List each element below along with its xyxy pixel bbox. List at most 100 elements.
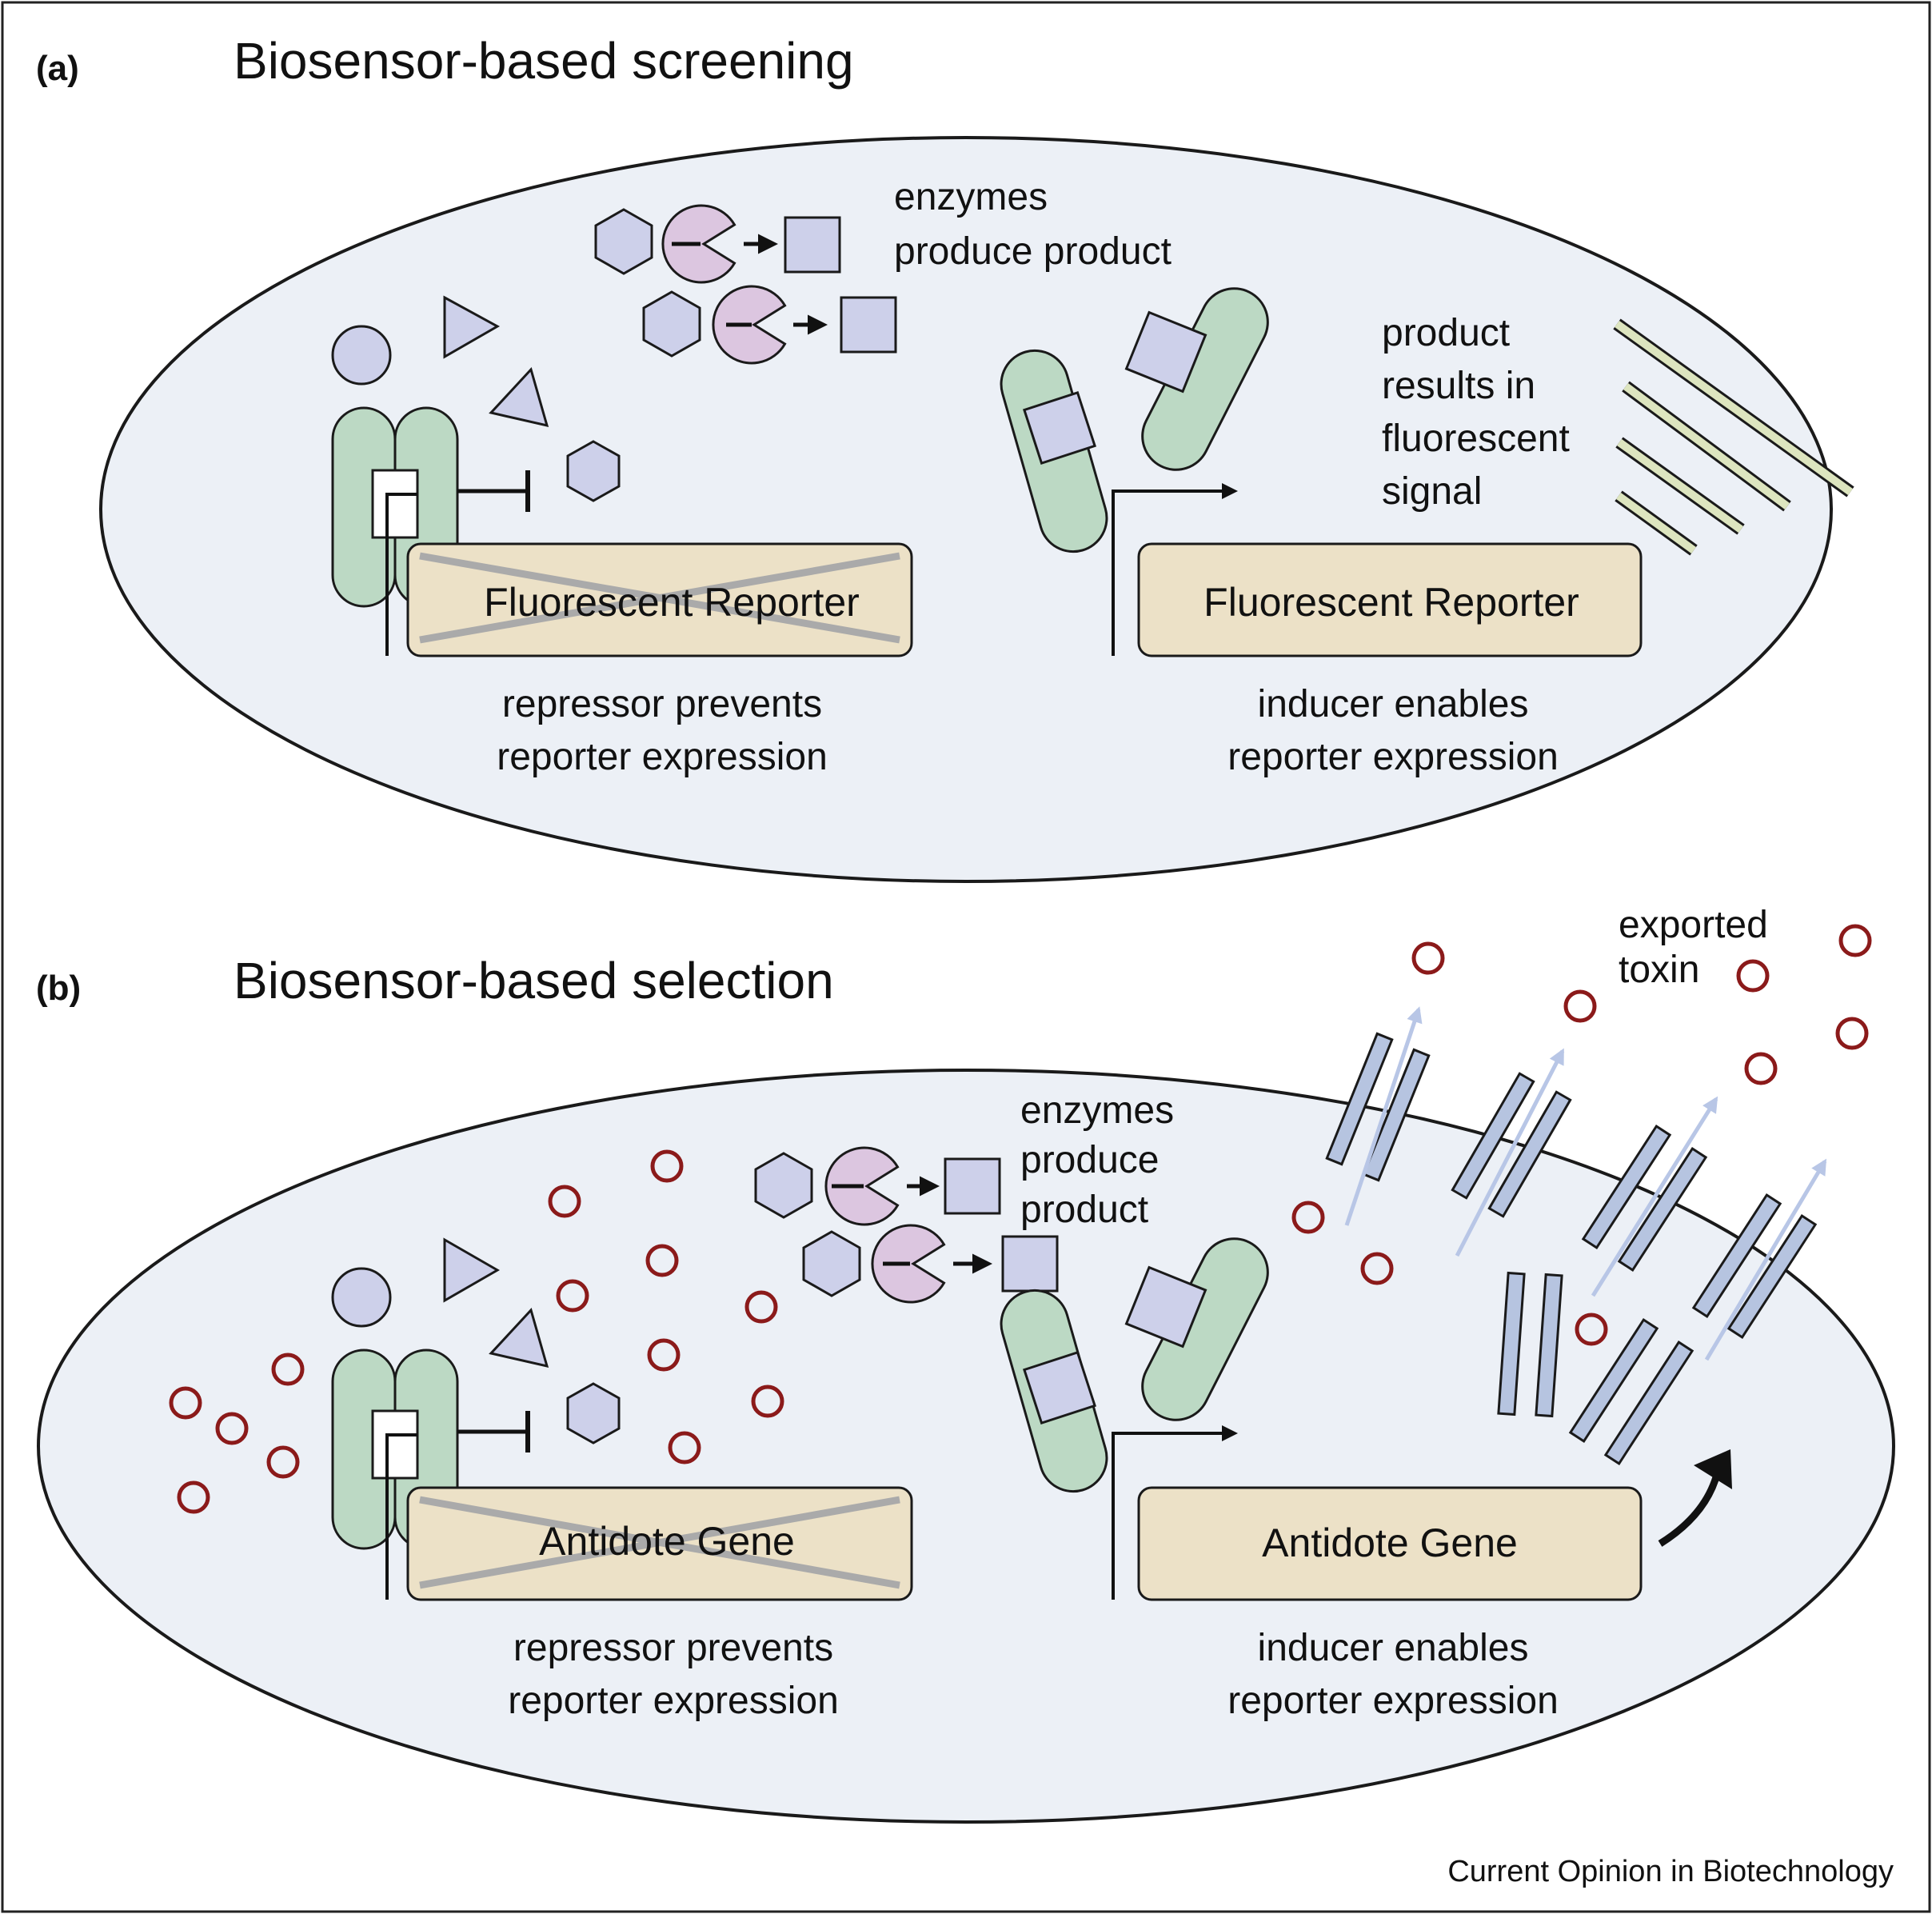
panel-b-cell	[37, 1069, 1895, 1824]
toxin-circle	[650, 1149, 684, 1183]
panel-a-cell	[99, 136, 1833, 883]
signal-bar	[1615, 320, 1853, 496]
toxin-circle	[668, 1431, 701, 1464]
toxin-circle	[548, 1185, 581, 1218]
toxin-circle	[169, 1386, 202, 1420]
repressed-promoter-line	[385, 1433, 417, 1600]
panel-b-active-gene-box	[1137, 1486, 1643, 1601]
toxin-circle	[1360, 1252, 1394, 1285]
panel-b-enzyme-reaction-1	[754, 1146, 1001, 1226]
panel-b-inducer-caption-line-1: inducer enables	[1258, 1627, 1529, 1669]
panel-a-active-gene-label: Fluorescent Reporter	[1204, 580, 1579, 625]
panel-a-inducer-caption-line-1: inducer enables	[1258, 683, 1529, 725]
membrane-transporters	[1325, 1032, 1818, 1465]
bound-product-square	[1124, 310, 1208, 394]
transporter-bar-inner	[1603, 1341, 1694, 1465]
product-square	[944, 1157, 1001, 1215]
toxin-circle	[1411, 941, 1445, 975]
transporter-bar	[1581, 1125, 1672, 1249]
panel-a-repressor-caption-line-1: repressor prevents	[502, 683, 822, 725]
toxin-circle	[271, 1353, 305, 1386]
product-square	[840, 296, 897, 354]
molecule-triangle	[443, 1237, 501, 1303]
toxin-circle	[1838, 924, 1872, 957]
fluorescent-signal	[1613, 318, 1854, 556]
substrate-hexagon	[594, 208, 653, 275]
signal-bar	[1623, 382, 1790, 510]
panel-a-enzymes-label-line-2: produce product	[894, 230, 1172, 273]
molecule-triangle	[443, 295, 501, 359]
panel-a-enzyme-reaction-2	[642, 285, 897, 365]
panel-a-title: Biosensor-based screening	[234, 32, 854, 90]
panel-b-active-gene-label: Antidote Gene	[1262, 1520, 1518, 1565]
bound-product-square	[1023, 391, 1096, 465]
panel-a-active-gene-box	[1137, 542, 1643, 657]
toxin-circle	[1563, 989, 1597, 1023]
molecule-hexagon	[566, 440, 621, 502]
panel-b-repressor-caption-line-2: reporter expression	[508, 1680, 839, 1722]
transporter-bar	[1325, 1032, 1394, 1166]
panel-a-enzymes-label-line-1: enzymes	[894, 176, 1048, 218]
signal-bar	[1616, 492, 1696, 554]
panel-b-enzymes-label-line-2: produce	[1020, 1139, 1159, 1181]
molecule-circle	[331, 325, 392, 386]
active-promoter-arrow	[1112, 1425, 1238, 1600]
transporter-bar-inner	[1568, 1318, 1659, 1443]
transporter-bar	[1617, 1147, 1708, 1272]
substrate-hexagon	[642, 290, 701, 358]
panel-a-repressor-caption-line-2: reporter expression	[497, 736, 828, 778]
panel-b-title: Biosensor-based selection	[234, 952, 834, 1009]
panel-b-repressor-caption-line-1: repressor prevents	[513, 1627, 833, 1669]
panel-a-signal-label-line-3: fluorescent	[1382, 418, 1570, 460]
panel-a-signal-label-line-1: product	[1382, 312, 1510, 354]
toxin-circle	[215, 1412, 249, 1445]
export-arrow	[1344, 1006, 1423, 1226]
toxin-circle	[1575, 1313, 1608, 1346]
panel-b: (b) Biosensor-based selection enzymes pr…	[36, 904, 1895, 1824]
panel-b-inducer-caption-line-2: reporter expression	[1227, 1680, 1559, 1722]
panel-b-enzyme-reaction-2	[802, 1224, 1059, 1304]
substrate-hexagon	[754, 1152, 813, 1219]
panel-a-repressed-gene-label: Fluorescent Reporter	[484, 580, 860, 625]
toxin-circle	[1835, 1017, 1869, 1050]
molecule-hexagon	[566, 1382, 621, 1444]
transporter-bar	[1451, 1072, 1535, 1200]
panel-b-toxin-label-line-2: toxin	[1619, 949, 1699, 991]
repressed-promoter-line	[385, 493, 417, 656]
gene-cross-line	[419, 1496, 900, 1589]
molecule-triangle	[489, 367, 549, 428]
toxin-circle	[1291, 1201, 1325, 1234]
toxin-circle	[647, 1338, 681, 1372]
toxin-circle	[1744, 1052, 1778, 1085]
bound-product-square	[1124, 1265, 1208, 1349]
gene-cross-line	[419, 552, 900, 644]
toxin-molecules-outside	[1411, 924, 1872, 1085]
transporter-bar-inner	[1535, 1273, 1563, 1418]
panel-b-label: (b)	[36, 969, 81, 1008]
toxin-circle	[556, 1279, 589, 1313]
molecule-triangle	[489, 1308, 549, 1369]
product-square	[784, 216, 841, 274]
panel-a: (a) Biosensor-based screening enzymes pr…	[36, 32, 1854, 883]
transporter-bar-inner	[1497, 1271, 1526, 1417]
toxin-circle	[177, 1480, 210, 1514]
panel-a-enzyme-reaction-1	[594, 204, 841, 284]
export-arrows	[1344, 1006, 1827, 1361]
transporter-bar	[1726, 1214, 1818, 1339]
export-arrow	[1455, 1048, 1565, 1257]
bound-product-square	[1023, 1351, 1096, 1425]
transporter-bar	[1362, 1048, 1431, 1182]
panel-b-toxin-label-line-1: exported	[1619, 904, 1768, 946]
signal-bar	[1617, 438, 1743, 533]
molecule-circle	[331, 1267, 392, 1328]
product-square	[1001, 1235, 1059, 1293]
panel-a-inducer-caption-line-2: reporter expression	[1227, 736, 1559, 778]
panel-a-signal-label-line-4: signal	[1382, 470, 1482, 513]
toxin-circle	[266, 1445, 300, 1479]
transporter-bar	[1691, 1193, 1782, 1318]
panel-a-label: (a)	[36, 49, 79, 88]
transporter-bar	[1487, 1090, 1572, 1218]
journal-credit: Current Opinion in Biotechnology	[1447, 1855, 1894, 1888]
active-promoter-arrow	[1112, 483, 1238, 656]
toxin-circle	[1736, 959, 1770, 993]
